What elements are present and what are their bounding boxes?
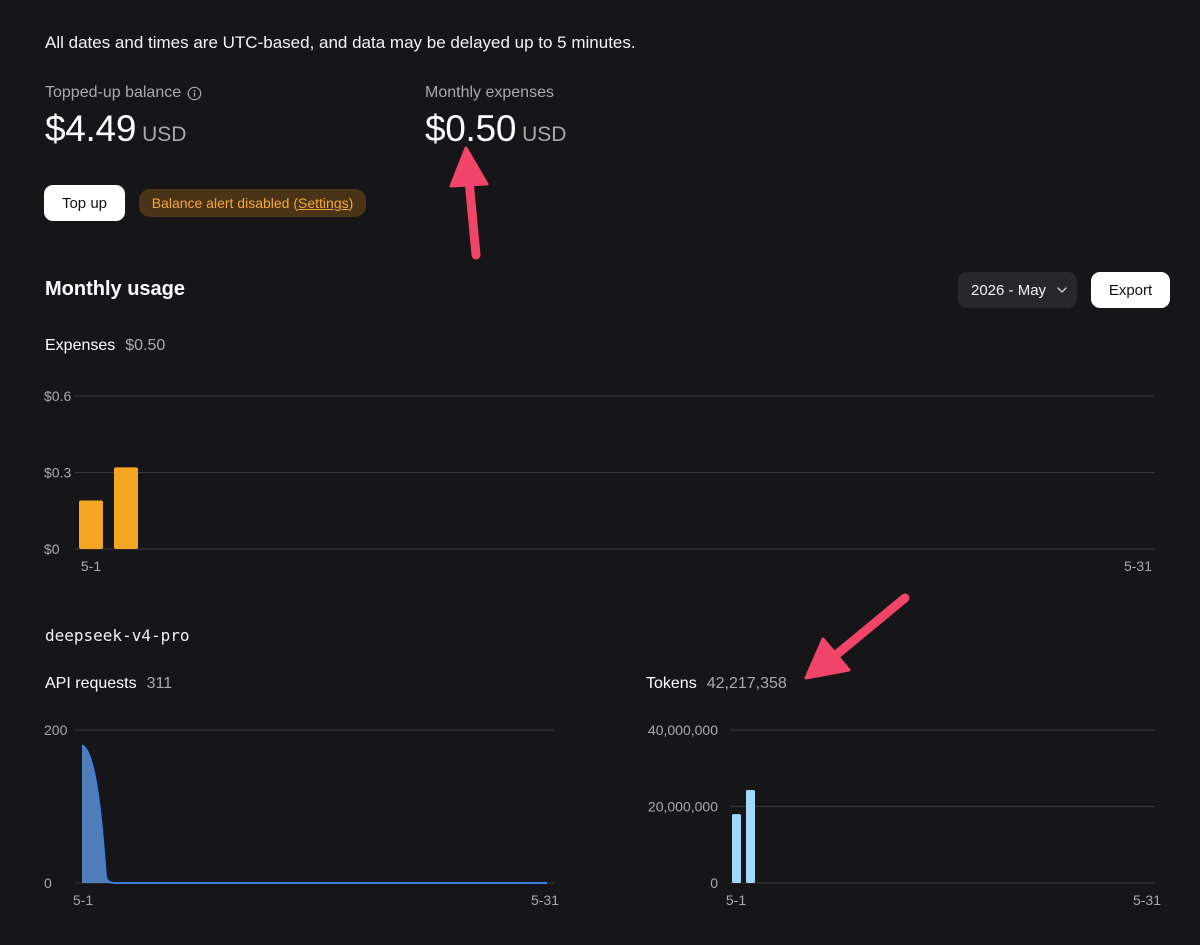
expenses-bar — [114, 467, 138, 549]
alert-text: Balance alert disabled ( — [151, 195, 299, 211]
requests-chart-title: API requests 311 — [45, 675, 172, 693]
monthly-expenses-amount: $0.50 USD — [425, 108, 566, 150]
tokens-y-tick-label: 20,000,000 — [648, 799, 718, 815]
info-icon[interactable] — [187, 86, 202, 101]
month-select-value: 2026 - May — [971, 281, 1047, 299]
expenses-y-tick-label: $0.3 — [44, 465, 71, 481]
tokens-total: 42,217,358 — [706, 675, 787, 692]
balance-alert-badge: Balance alert disabled (Settings) — [139, 189, 366, 217]
tokens-y-tick-label: 0 — [710, 875, 718, 891]
balance-amount: $4.49 USD — [45, 108, 186, 150]
export-button[interactable]: Export — [1091, 272, 1170, 308]
requests-chart: 200 0 5-1 5-31 — [44, 722, 559, 908]
requests-y-tick-label: 0 — [44, 875, 52, 891]
requests-x-tick-label: 5-1 — [73, 892, 93, 908]
expenses-x-tick-label: 5-31 — [1124, 558, 1152, 574]
balance-value: $4.49 — [45, 108, 137, 149]
tokens-x-tick-label: 5-31 — [1133, 892, 1161, 908]
tokens-chart-title: Tokens 42,217,358 — [646, 675, 787, 693]
expenses-y-tick-label: $0.6 — [44, 388, 71, 404]
arrow-up-annotation — [449, 146, 489, 260]
top-up-button[interactable]: Top up — [44, 185, 125, 221]
expenses-title: Expenses — [45, 337, 116, 354]
model-name: deepseek-v4-pro — [45, 626, 190, 645]
alert-close-paren: ) — [348, 195, 354, 211]
requests-y-tick-label: 200 — [44, 722, 68, 738]
requests-total: 311 — [146, 675, 173, 692]
monthly-expenses-unit: USD — [522, 123, 567, 146]
requests-x-tick-label: 5-31 — [531, 892, 559, 908]
monthly-expenses-label: Monthly expenses — [425, 84, 554, 101]
balance-label-row: Topped-up balance — [45, 84, 202, 102]
expenses-chart-title: Expenses $0.50 — [45, 337, 165, 355]
chevron-down-icon — [1057, 287, 1067, 293]
tokens-x-tick-label: 5-1 — [726, 892, 746, 908]
requests-line — [81, 744, 547, 884]
requests-area — [82, 745, 547, 883]
balance-label: Topped-up balance — [45, 84, 182, 101]
arrow-down-left-annotation — [804, 593, 910, 680]
expenses-y-tick-label: $0 — [44, 541, 60, 557]
tokens-chart: 40,000,000 20,000,000 0 5-1 5-31 — [648, 722, 1161, 908]
tokens-y-tick-label: 40,000,000 — [648, 722, 718, 738]
requests-title: API requests — [45, 675, 137, 692]
month-select[interactable]: 2026 - May — [958, 272, 1077, 308]
utc-notice: All dates and times are UTC-based, and d… — [45, 33, 636, 52]
balance-unit: USD — [142, 123, 187, 146]
tokens-bar — [732, 814, 741, 883]
expenses-bar — [79, 500, 103, 549]
expenses-x-tick-label: 5-1 — [81, 558, 101, 574]
expenses-chart: $0.6 $0.3 $0 5-1 5-31 — [44, 388, 1155, 574]
monthly-expenses-value: $0.50 — [425, 108, 517, 149]
expenses-total: $0.50 — [125, 337, 166, 354]
tokens-bar — [746, 790, 755, 883]
settings-link[interactable]: Settings — [298, 195, 349, 211]
monthly-usage-title: Monthly usage — [45, 278, 186, 300]
tokens-title: Tokens — [646, 675, 697, 692]
